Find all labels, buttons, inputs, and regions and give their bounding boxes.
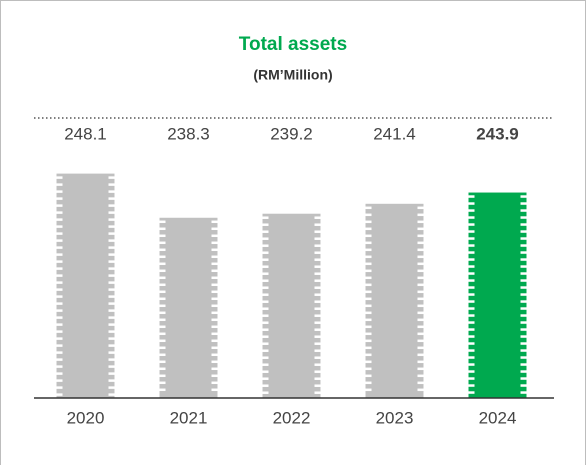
value-label: 243.9 — [476, 124, 519, 143]
x-tick-label: 2023 — [376, 408, 414, 427]
bar — [468, 192, 527, 398]
chart-subtitle: (RM’Million) — [253, 67, 332, 83]
value-label: 248.1 — [64, 124, 107, 143]
x-tick-label: 2024 — [479, 408, 517, 427]
x-tick-label: 2021 — [170, 408, 208, 427]
value-label: 241.4 — [373, 124, 416, 143]
bar — [262, 213, 321, 398]
x-tick-label: 2022 — [273, 408, 311, 427]
bar — [56, 173, 115, 398]
chart-title: Total assets — [239, 34, 347, 55]
bar — [159, 217, 218, 398]
value-label: 239.2 — [270, 124, 313, 143]
value-label: 238.3 — [167, 124, 210, 143]
bar — [365, 203, 424, 398]
x-tick-label: 2020 — [67, 408, 105, 427]
